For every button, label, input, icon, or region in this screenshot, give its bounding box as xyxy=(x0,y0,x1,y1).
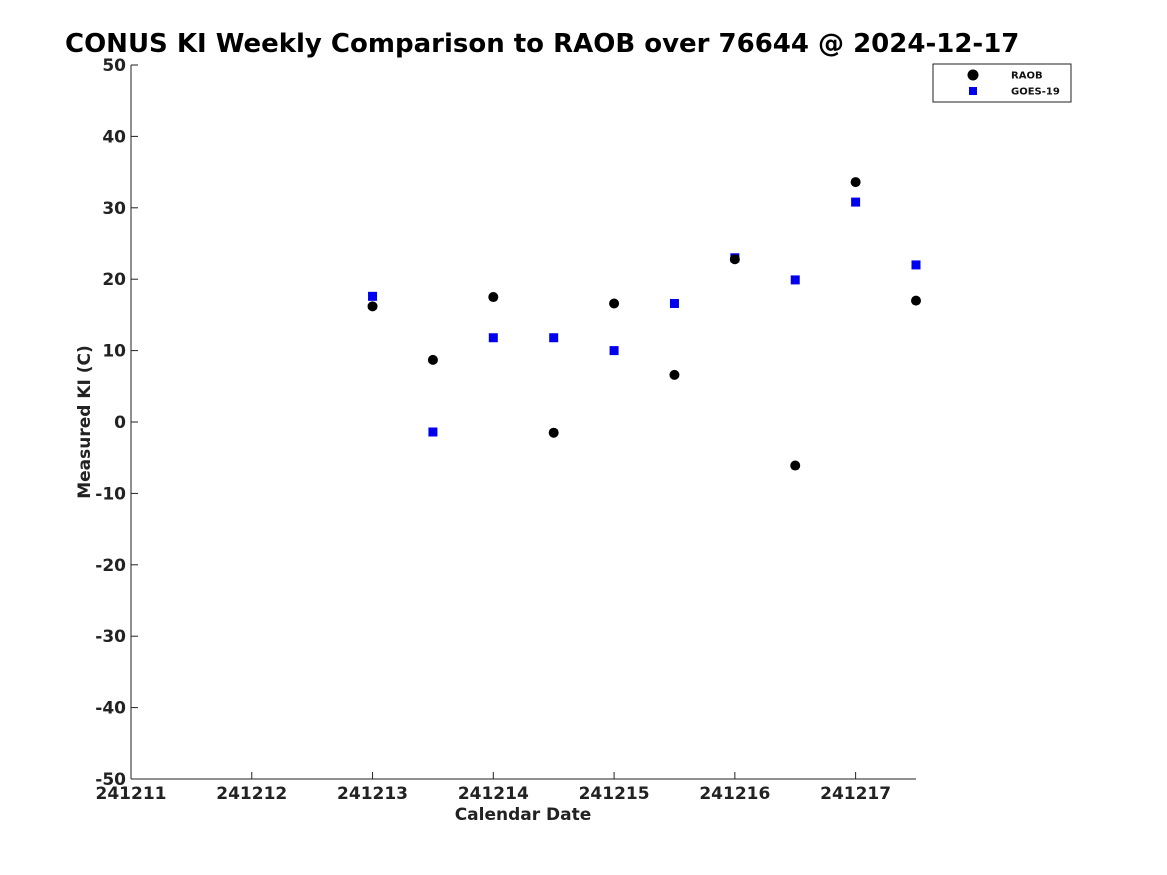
goes-19-point xyxy=(851,197,861,207)
x-axis-label: Calendar Date xyxy=(455,805,592,825)
y-tick-label: 10 xyxy=(102,342,126,362)
y-tick-label: 0 xyxy=(114,413,126,433)
legend-label-raob: RAOB xyxy=(1011,71,1043,82)
legend-label-goes-19: GOES-19 xyxy=(1011,87,1060,98)
raob-point xyxy=(729,254,740,265)
goes-19-point xyxy=(368,291,378,301)
x-tick-label: 241216 xyxy=(699,784,770,804)
y-tick-label: -10 xyxy=(95,484,126,504)
x-tick-label: 241214 xyxy=(458,784,529,804)
raob-point xyxy=(911,295,921,306)
y-tick-label: 30 xyxy=(102,199,126,219)
y-tick-label: 20 xyxy=(102,270,126,290)
y-tick-label: -50 xyxy=(95,770,126,790)
y-tick-label: 50 xyxy=(102,56,126,76)
y-tick-label: -40 xyxy=(95,699,126,719)
x-tick-label: 241215 xyxy=(579,784,650,804)
legend-marker-goes-19 xyxy=(969,87,977,95)
x-tick-label: 241212 xyxy=(216,784,287,804)
goes-19-point xyxy=(669,298,679,308)
raob-point xyxy=(790,460,801,471)
raob-point xyxy=(427,354,438,365)
x-tick-label: 241211 xyxy=(96,784,167,804)
goes-19-point xyxy=(488,333,498,343)
legend-box xyxy=(932,63,1072,103)
raob-point xyxy=(367,301,378,312)
raob-point xyxy=(548,427,559,438)
x-tick-label: 241217 xyxy=(820,784,891,804)
goes-19-point xyxy=(609,346,619,356)
goes-19-point xyxy=(911,260,921,270)
raob-point xyxy=(609,298,620,309)
raob-point xyxy=(669,369,680,380)
y-tick-label: -30 xyxy=(95,627,126,647)
goes-19-point xyxy=(790,275,800,285)
goes-19-point xyxy=(549,333,559,343)
y-tick-label: 40 xyxy=(102,127,126,147)
legend-marker-raob xyxy=(967,69,979,81)
legend: RAOB GOES-19 xyxy=(932,63,1072,103)
raob-point xyxy=(850,177,861,188)
raob-point xyxy=(488,292,499,303)
y-axis-label: Measured KI (C) xyxy=(75,345,95,499)
goes-19-point xyxy=(428,427,438,437)
x-tick-label: 241213 xyxy=(337,784,408,804)
y-tick-label: -20 xyxy=(95,556,126,576)
data-points xyxy=(367,177,921,471)
chart-title: CONUS KI Weekly Comparison to RAOB over … xyxy=(65,29,1019,59)
